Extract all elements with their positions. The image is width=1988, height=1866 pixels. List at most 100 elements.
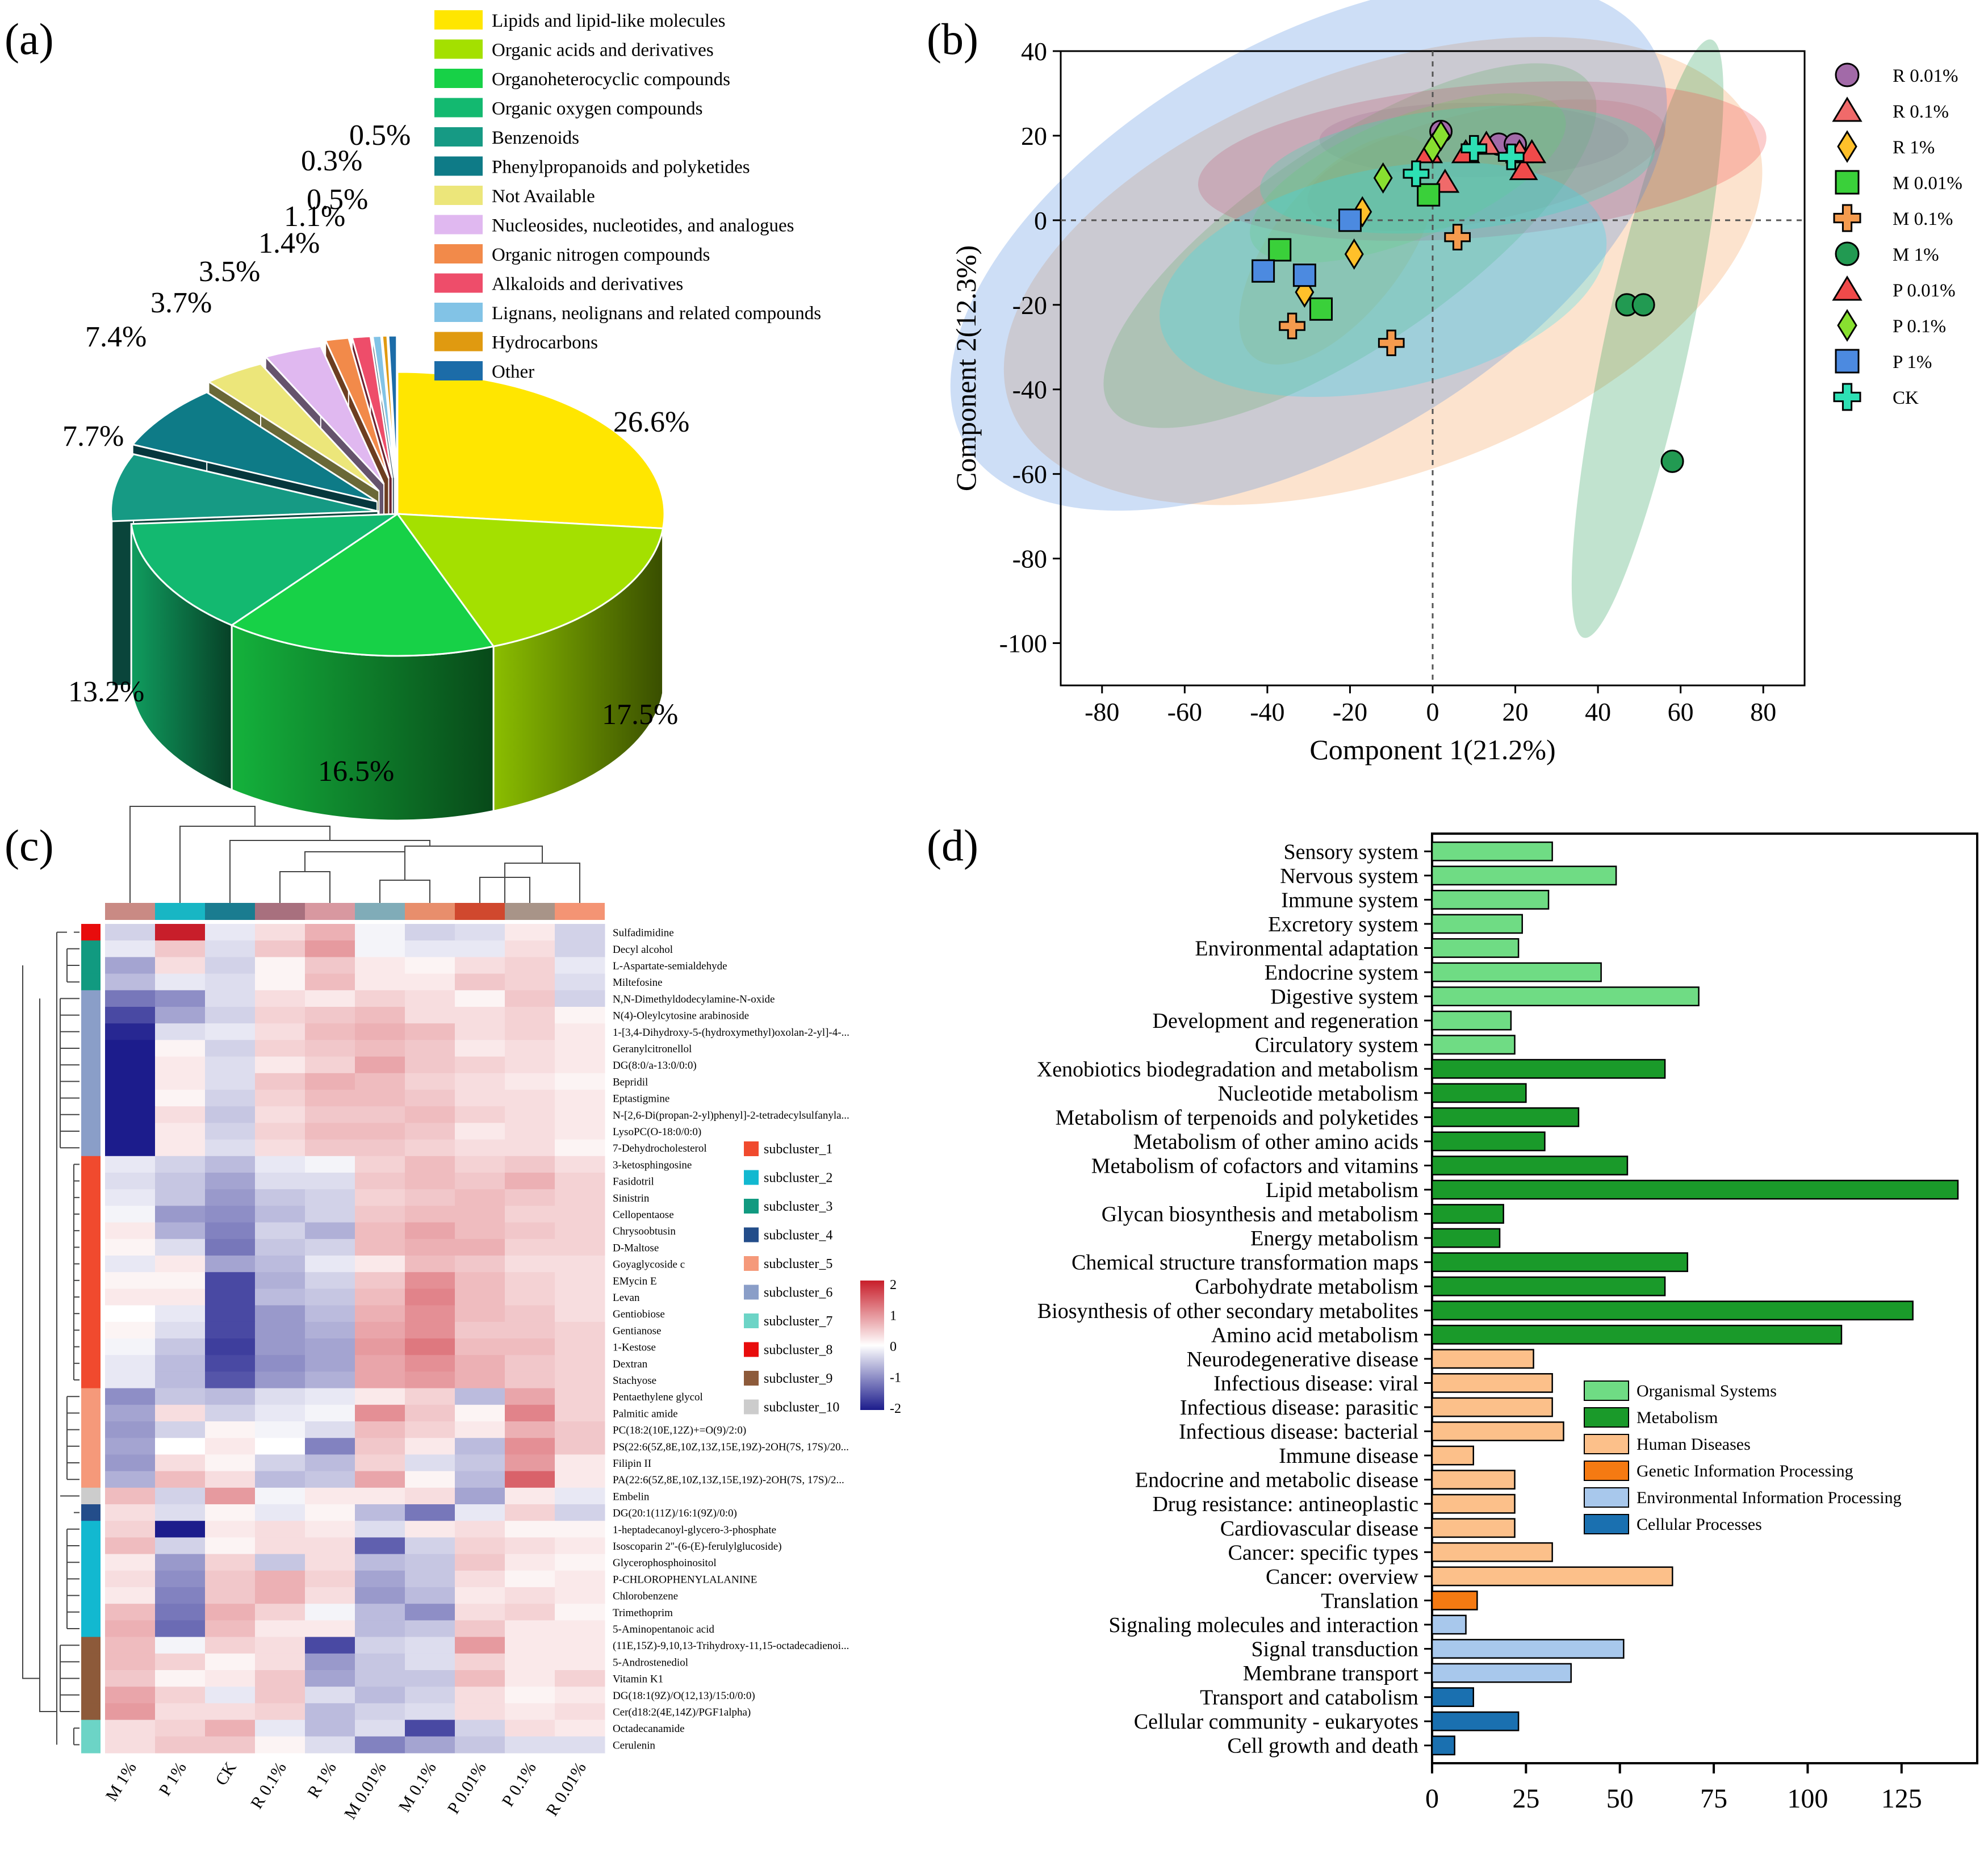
heatmap-cell [455,1206,505,1223]
scatter-point [1252,259,1275,283]
heatmap-cell [405,1206,455,1223]
bar [1431,1035,1516,1055]
heatmap-cell [155,1023,206,1040]
heatmap-cell [105,1139,156,1157]
heatmap-cell [505,990,555,1007]
heatmap-cell [455,1736,505,1754]
heatmap-cell [155,1272,206,1289]
heatmap-cell [455,1106,505,1123]
bar [1431,1179,1959,1200]
heatmap-cell [205,1670,256,1687]
heatmap-cell [555,1256,605,1273]
heatmap-cell [505,1007,555,1024]
heatmap-cell [355,1703,405,1721]
heatmap-cell [405,1670,455,1687]
heatmap-cell [355,1637,405,1654]
bar [1431,962,1602,982]
heatmap-cell [305,1388,355,1405]
heatmap-cell [155,973,206,991]
heatmap-cell [505,1521,555,1538]
legend-swatch [1584,1434,1629,1454]
bar [1431,1324,1843,1345]
row-subcluster-color [81,1421,101,1438]
heatmap-cell [455,1321,505,1339]
heatmap-cell [205,1404,256,1422]
heatmap-cell [305,1139,355,1157]
heatmap-cell [455,1670,505,1687]
category-label: Development and regeneration [1153,1009,1418,1033]
heatmap-cell [205,1504,256,1521]
heatmap-cell [105,1521,156,1538]
legend-marker [1835,170,1860,195]
heatmap-cell [105,1404,156,1422]
scatter-legend-item: M 0.01% [1835,170,1962,195]
heatmap-cell [355,1288,405,1306]
heatmap-cell [505,1504,555,1521]
row-subcluster-color [81,1670,101,1687]
row-subcluster-color [81,1371,101,1389]
legend-label: Organismal Systems [1637,1382,1777,1400]
pie-percent-label: 0.5% [307,183,368,216]
heatmap-cell [405,1073,455,1090]
heatmap-cell [355,1487,405,1505]
heatmap-cell [305,1421,355,1438]
legend-label: subcluster_3 [764,1199,832,1214]
heatmap-cell [405,1321,455,1339]
heatmap-cell [155,1554,206,1571]
heatmap-cell [505,1023,555,1040]
pie-slices [110,334,666,822]
scatter-point [1373,162,1393,194]
bar [1431,1711,1520,1731]
heatmap-cell [355,1056,405,1074]
scatter-point [1353,196,1372,228]
heatmap-cell [455,940,505,957]
category-label: Biosynthesis of other secondary metaboli… [1037,1299,1418,1323]
heatmap-cell [505,1587,555,1604]
heatmap-cell [405,1123,455,1140]
heatmap-cell [555,1438,605,1455]
heatmap-cell [405,1421,455,1438]
scatter-legend-item: CK [1833,383,1919,411]
bar [1431,1156,1629,1175]
heatmap-cell [555,1653,605,1671]
heatmap-cell [255,1256,305,1273]
category-label: Immune system [1281,888,1418,912]
heatmap-cell [255,1620,305,1638]
heatmap-cell [205,1703,256,1721]
x-tick-label: -40 [1250,697,1284,726]
heatmap-cell [455,1338,505,1355]
heatmap-cell [205,1338,256,1355]
scatter-series [1403,135,1525,187]
y-tick-label: -20 [1012,291,1047,320]
heatmap-cell [455,990,505,1007]
scatter-point [1497,143,1525,170]
row-subcluster-color [81,1056,101,1074]
panel-label-c: (c) [5,821,54,870]
heatmap-cell [555,1305,605,1323]
heatmap-cell [105,924,156,941]
row-subcluster-color [81,1570,101,1588]
x-tick-label: -60 [1167,697,1202,726]
heatmap-cell [255,1355,305,1372]
pie-legend-item: Not Available [434,186,595,207]
pie-percent-label: 7.4% [85,321,147,353]
heatmap-cell [405,1106,455,1123]
heatmap-cell [105,1206,156,1223]
pie-legend-item: Organic oxygen compounds [434,98,703,119]
category-label: Metabolism of other amino acids [1133,1130,1418,1154]
heatmap-cell [305,1371,355,1389]
confidence-ellipse [1260,105,1655,234]
heatmap-cell [355,1471,405,1488]
y-tick-label: -40 [1012,375,1047,404]
pie-percent-label: 26.6% [613,406,689,438]
heatmap-cell [305,1256,355,1273]
heatmap-cell [455,1388,505,1405]
scatter-legend-item: R 0.1% [1832,97,1949,122]
category-label: Membrane transport [1243,1662,1419,1685]
heatmap-cell [555,1272,605,1289]
heatmap-cell [105,1504,156,1521]
scatter-series [1279,224,1471,357]
category-label: Infectious disease: parasitic [1180,1396,1418,1420]
heatmap-cell [155,1487,206,1505]
heatmap-cell [255,924,305,941]
